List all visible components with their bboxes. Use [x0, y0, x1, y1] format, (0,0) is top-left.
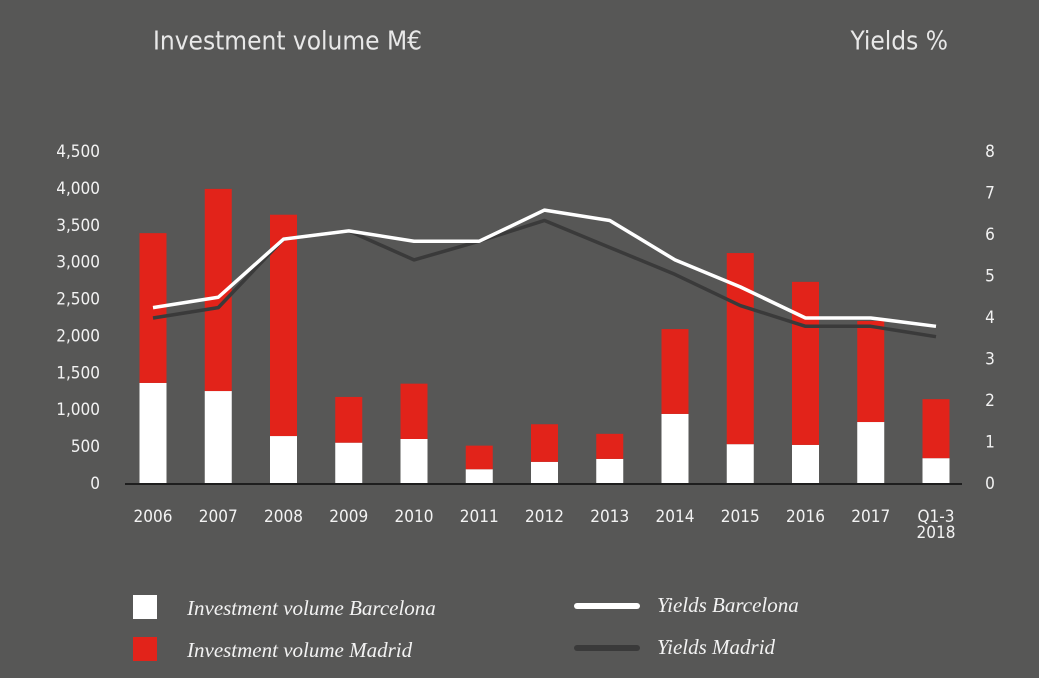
y-tick-label: 2,000	[56, 326, 100, 346]
chart-title: Investment volume M€	[153, 27, 422, 57]
bar	[922, 458, 950, 484]
y2-tick-label: 1	[985, 433, 995, 453]
bar	[139, 382, 167, 484]
y2-title: Yields %	[850, 27, 948, 57]
bar	[270, 436, 297, 484]
x-tick-label: 2011	[459, 507, 499, 527]
bar	[661, 329, 689, 414]
y-tick-label: 0	[90, 474, 100, 494]
bar	[792, 444, 819, 484]
y-tick-label: 3,000	[56, 253, 100, 273]
bar	[531, 461, 558, 484]
y-tick-label: 500	[71, 437, 100, 457]
bar	[465, 469, 493, 484]
bar	[465, 445, 493, 470]
y2-tick-label: 3	[985, 350, 995, 370]
x-tick-label: 2012	[525, 507, 564, 527]
y-tick-label: 4,500	[56, 142, 100, 162]
bar	[400, 383, 428, 439]
line	[152, 208, 937, 329]
y2-tick-label: 4	[985, 308, 995, 328]
y2-tick-label: 2	[985, 391, 995, 411]
legend-label: Yields Barcelona	[657, 593, 799, 617]
y2-tick-label: 5	[985, 267, 995, 287]
bar	[139, 233, 167, 383]
bar	[400, 438, 428, 484]
y-tick-label: 1,500	[56, 363, 100, 383]
x-tick-label: 2007	[198, 507, 238, 527]
y2-tick-label: 8	[985, 142, 995, 162]
legend-label: Investment volume Barcelona	[186, 596, 436, 620]
legend-swatch	[133, 637, 157, 661]
bar	[596, 433, 624, 459]
y-tick-label: 4,000	[56, 179, 100, 199]
x-tick-label: 2008	[264, 507, 303, 527]
x-tick-label: 2009	[329, 507, 369, 527]
bar	[335, 396, 363, 443]
bar	[726, 444, 754, 484]
bar	[531, 424, 558, 462]
x-tick-label: 2013	[590, 507, 630, 527]
y-tick-label: 2,500	[56, 290, 100, 310]
x-tick-label: 2014	[655, 507, 695, 527]
y2-tick-label: 0	[985, 474, 995, 494]
x-tick-label: 2006	[133, 507, 173, 527]
bar	[792, 281, 819, 445]
x-tick-label: Q1-3 2018	[916, 507, 956, 543]
legend-label: Investment volume Madrid	[186, 638, 413, 662]
y-tick-label: 1,000	[56, 400, 100, 420]
x-tick-label: 2016	[786, 507, 825, 527]
y2-tick-label: 7	[985, 184, 995, 204]
legend-swatch	[133, 595, 157, 619]
legend-label: Yields Madrid	[657, 635, 776, 659]
x-tick-label: 2015	[720, 507, 760, 527]
bar	[270, 214, 297, 437]
bar	[335, 442, 363, 484]
y-tick-label: 3,500	[56, 216, 100, 236]
x-tick-label: 2010	[394, 507, 434, 527]
bar	[857, 320, 885, 423]
bar	[596, 458, 624, 484]
y2-tick-label: 6	[985, 225, 995, 245]
bar	[922, 399, 950, 459]
bar	[661, 413, 689, 484]
bar	[204, 391, 232, 484]
bar	[857, 422, 885, 484]
x-tick-label: 2017	[851, 507, 891, 527]
